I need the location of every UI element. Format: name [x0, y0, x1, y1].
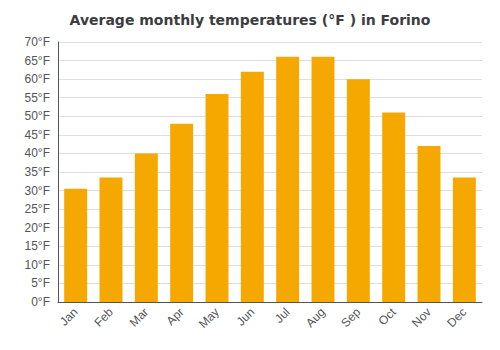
svg-text:40°F: 40°F — [25, 146, 50, 160]
svg-text:70°F: 70°F — [25, 35, 50, 49]
svg-text:15°F: 15°F — [25, 239, 50, 253]
svg-text:5°F: 5°F — [31, 276, 50, 290]
svg-text:45°F: 45°F — [25, 128, 50, 142]
svg-text:Jan: Jan — [57, 305, 81, 329]
svg-text:Mar: Mar — [127, 305, 152, 329]
svg-text:0°F: 0°F — [31, 295, 50, 309]
svg-text:60°F: 60°F — [25, 72, 50, 86]
svg-text:Oct: Oct — [376, 305, 400, 329]
svg-text:Sep: Sep — [338, 305, 363, 330]
svg-text:65°F: 65°F — [25, 54, 50, 68]
svg-text:30°F: 30°F — [25, 184, 50, 198]
svg-text:55°F: 55°F — [25, 91, 50, 105]
svg-text:Nov: Nov — [409, 305, 434, 330]
svg-text:Apr: Apr — [164, 305, 187, 328]
svg-text:Average monthly temperatures (: Average monthly temperatures (°F ) in Fo… — [70, 12, 431, 28]
svg-text:20°F: 20°F — [25, 221, 50, 235]
svg-text:35°F: 35°F — [25, 165, 50, 179]
svg-text:Jun: Jun — [234, 305, 258, 329]
svg-text:10°F: 10°F — [25, 258, 50, 272]
svg-text:Dec: Dec — [444, 305, 469, 330]
svg-text:50°F: 50°F — [25, 109, 50, 123]
svg-text:Aug: Aug — [303, 305, 328, 330]
svg-text:May: May — [196, 305, 222, 331]
svg-text:Jul: Jul — [272, 305, 293, 326]
svg-text:Feb: Feb — [91, 305, 116, 330]
svg-text:25°F: 25°F — [25, 202, 50, 216]
